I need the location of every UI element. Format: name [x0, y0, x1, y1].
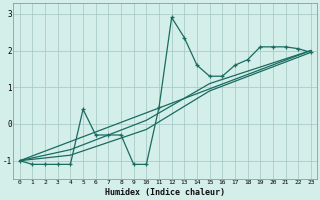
X-axis label: Humidex (Indice chaleur): Humidex (Indice chaleur) [105, 188, 225, 197]
